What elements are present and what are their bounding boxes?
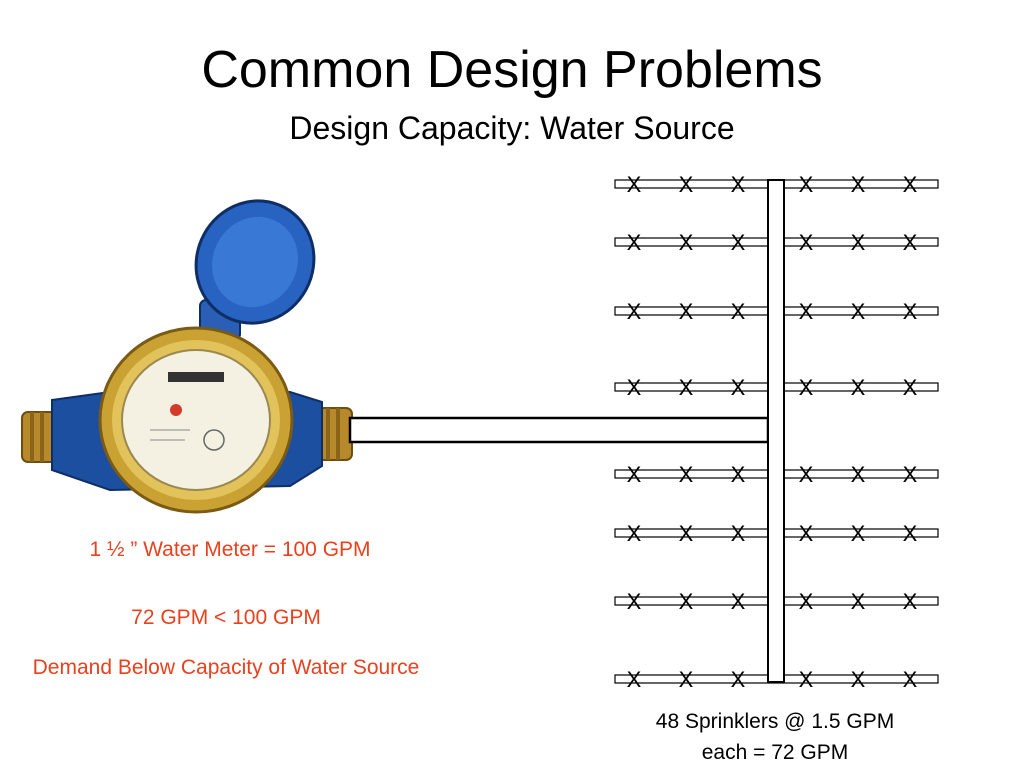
sprinkler-mark: X [627, 462, 642, 487]
sprinkler-mark: X [799, 521, 814, 546]
manifold-pipe [767, 179, 785, 683]
caption-line-2: each = 72 GPM [701, 741, 849, 764]
sprinkler-mark: X [903, 172, 918, 197]
sprinkler-mark: X [679, 299, 694, 324]
meter-capacity-note: 1 ½ ” Water Meter = 100 GPM [89, 538, 371, 561]
supply-pipe [348, 416, 770, 444]
sprinkler-mark: X [627, 521, 642, 546]
sprinkler-mark: X [731, 589, 746, 614]
sprinkler-mark: X [679, 667, 694, 692]
sprinkler-mark: X [731, 667, 746, 692]
sprinkler-mark: X [903, 667, 918, 692]
sprinkler-mark: X [731, 172, 746, 197]
sprinkler-mark: X [799, 375, 814, 400]
sprinkler-mark: X [851, 521, 866, 546]
sprinkler-mark: X [679, 521, 694, 546]
sprinkler-mark: X [627, 172, 642, 197]
sprinkler-mark: X [627, 230, 642, 255]
caption-line-1: 48 Sprinklers @ 1.5 GPM [655, 710, 895, 733]
sprinkler-mark: X [851, 667, 866, 692]
sprinkler-mark: X [731, 375, 746, 400]
sprinkler-mark: X [903, 375, 918, 400]
sprinkler-mark: X [851, 375, 866, 400]
conclusion-note: Demand Below Capacity of Water Source [32, 656, 420, 679]
sprinkler-mark: X [903, 462, 918, 487]
sprinkler-mark: X [679, 462, 694, 487]
sprinkler-mark: X [679, 589, 694, 614]
sprinkler-mark: X [731, 299, 746, 324]
comparison-note: 72 GPM < 100 GPM [131, 606, 321, 629]
sprinkler-mark: X [851, 230, 866, 255]
sprinkler-mark: X [799, 667, 814, 692]
sprinkler-mark: X [799, 172, 814, 197]
sprinkler-mark: X [731, 521, 746, 546]
sprinkler-mark: X [851, 172, 866, 197]
sprinkler-mark: X [731, 462, 746, 487]
slide-subtitle: Design Capacity: Water Source [289, 110, 735, 146]
sprinkler-mark: X [627, 299, 642, 324]
sprinkler-caption: 48 Sprinklers @ 1.5 GPM each = 72 GPM [610, 706, 940, 768]
sprinkler-mark: X [799, 230, 814, 255]
sprinkler-mark: X [851, 589, 866, 614]
sprinkler-mark: X [627, 375, 642, 400]
sprinkler-mark: X [731, 230, 746, 255]
sprinkler-mark: X [799, 589, 814, 614]
sprinkler-mark: X [679, 230, 694, 255]
sprinkler-mark: X [799, 462, 814, 487]
sprinkler-mark: X [627, 667, 642, 692]
water-meter-icon [21, 199, 353, 514]
sprinkler-mark: X [799, 299, 814, 324]
sprinkler-mark: X [903, 589, 918, 614]
slide-title: Common Design Problems [201, 41, 823, 99]
sprinkler-mark: X [679, 375, 694, 400]
sprinkler-mark: X [679, 172, 694, 197]
sprinkler-mark: X [851, 299, 866, 324]
sprinkler-mark: X [903, 230, 918, 255]
sprinkler-mark: X [627, 589, 642, 614]
sprinkler-mark: X [903, 299, 918, 324]
sprinkler-mark: X [851, 462, 866, 487]
sprinkler-mark: X [903, 521, 918, 546]
